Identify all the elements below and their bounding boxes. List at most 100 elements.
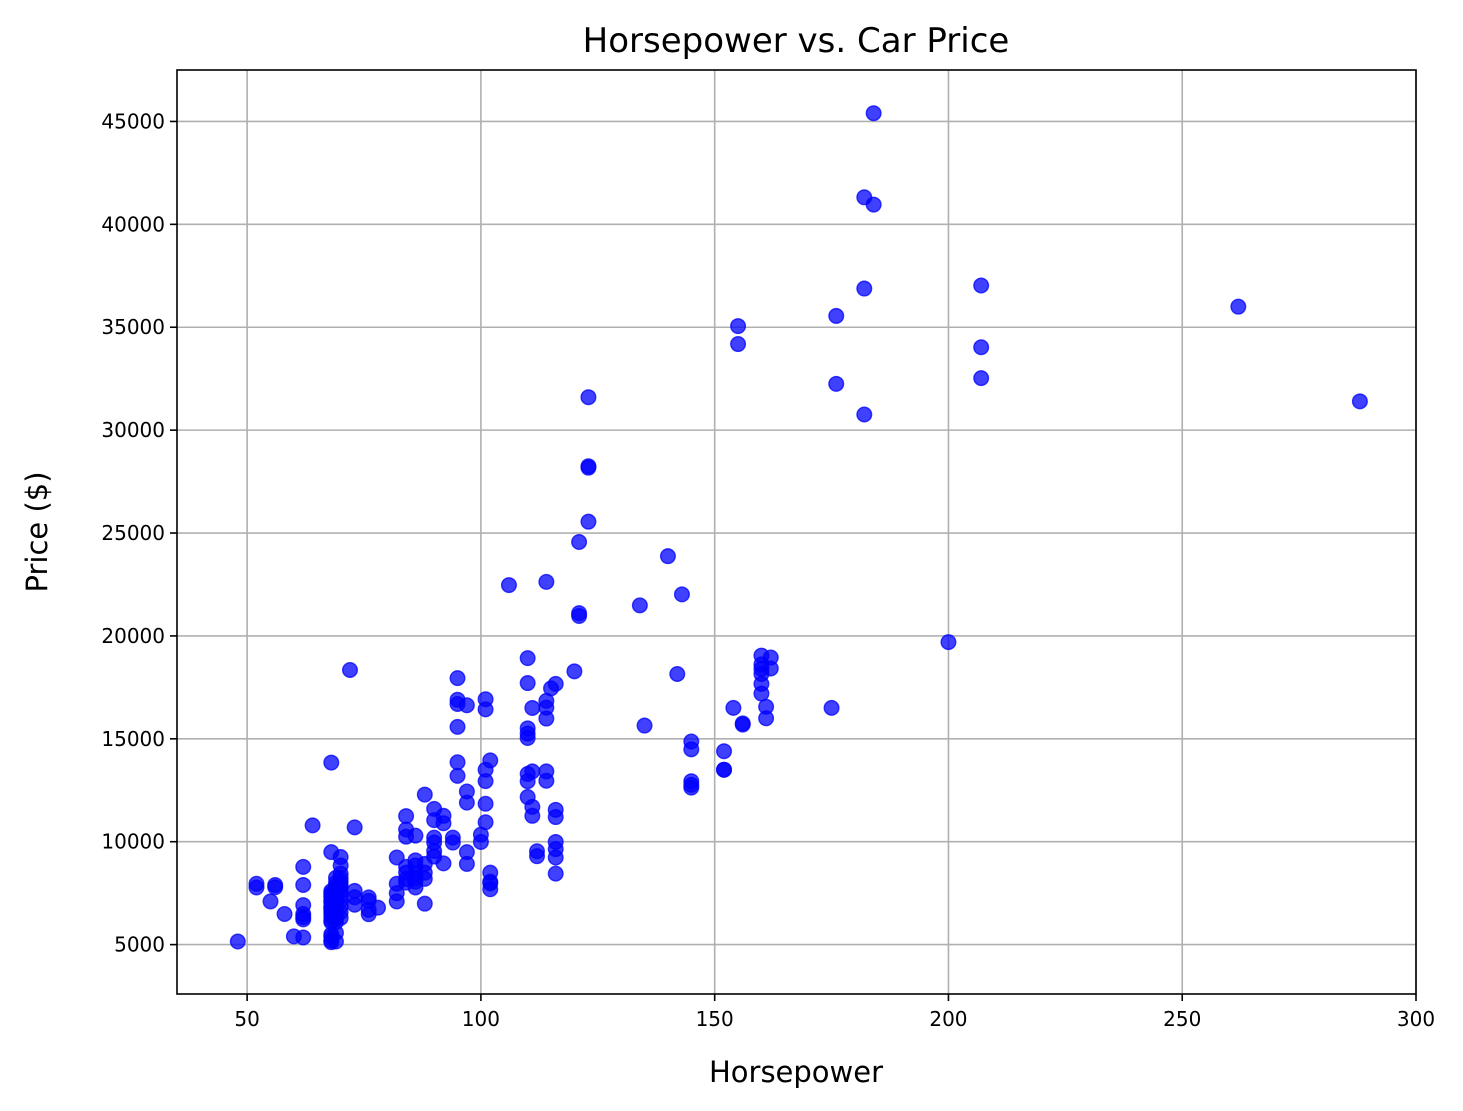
data-point [398,808,415,825]
data-point [725,699,742,716]
data-point [407,827,424,844]
data-point [482,752,499,769]
data-point [416,786,433,803]
y-tick-label: 15000 [101,727,165,751]
data-point [547,833,564,850]
data-point [580,389,597,406]
x-tick-label: 100 [462,1007,500,1031]
data-point [435,807,452,824]
data-point [458,844,475,861]
data-point [940,634,957,651]
data-point [388,849,405,866]
data-point [683,773,700,790]
data-point [823,699,840,716]
data-point [346,819,363,836]
data-point [973,277,990,294]
data-point [458,697,475,714]
data-points [229,105,1368,951]
data-point [477,795,494,812]
data-point [449,670,466,687]
data-point [580,458,597,475]
data-point [730,318,747,335]
data-point [500,577,517,594]
y-axis-label: Price ($) [20,471,54,592]
data-point [458,783,475,800]
data-point [762,649,779,666]
y-tick-label: 35000 [101,315,165,339]
data-point [636,717,653,734]
data-point [449,718,466,735]
data-point [734,715,751,732]
data-point [856,406,873,423]
data-point [683,733,700,750]
data-point [229,933,246,950]
data-point [482,864,499,881]
data-point [547,801,564,818]
data-point [449,754,466,771]
data-point [295,897,312,914]
y-tick-label: 10000 [101,830,165,854]
data-point [538,573,555,590]
data-point [758,698,775,715]
data-point [716,761,733,778]
data-point [716,743,733,760]
y-tick-label: 45000 [101,109,165,133]
data-point [332,848,349,865]
data-point [538,763,555,780]
data-point [529,843,546,860]
data-point [435,855,452,872]
y-axis-ticks: 5000 10000 15000 20000 25000 30000 35000 40000 4… [101,109,177,957]
data-point [571,605,588,622]
data-point [973,370,990,387]
data-point [370,899,387,916]
x-axis-ticks: 50 100 150 200 250 300 [234,994,1435,1031]
plot-area-background [177,70,1416,994]
data-point [865,105,882,122]
data-point [828,307,845,324]
y-tick-label: 25000 [101,521,165,545]
data-point [449,767,466,784]
data-point [295,929,312,946]
data-point [669,665,686,682]
data-point [477,814,494,831]
data-point [426,829,443,846]
y-tick-label: 30000 [101,418,165,442]
data-point [295,858,312,875]
x-tick-label: 200 [929,1007,967,1031]
data-point [524,763,541,780]
data-point [304,817,321,834]
x-axis-label: Horsepower [709,1055,883,1089]
data-point [1351,393,1368,410]
data-point [547,675,564,692]
data-point [360,889,377,906]
data-point [973,339,990,356]
data-point [730,336,747,353]
y-tick-label: 5000 [114,933,165,957]
data-point [323,754,340,771]
y-tick-label: 20000 [101,624,165,648]
data-point [856,280,873,297]
data-point [1230,298,1247,315]
data-point [571,533,588,550]
x-tick-label: 150 [696,1007,734,1031]
data-point [659,548,676,565]
data-point [828,375,845,392]
data-point [248,879,265,896]
chart-title: Horsepower vs. Car Price [583,21,1010,61]
x-tick-label: 250 [1163,1007,1201,1031]
data-point [267,876,284,893]
data-point [524,699,541,716]
data-point [519,675,536,692]
data-point [477,691,494,708]
x-tick-label: 50 [234,1007,259,1031]
data-point [262,893,279,910]
data-point [566,663,583,680]
data-point [346,882,363,899]
data-point [865,196,882,213]
data-point [276,905,293,922]
plot-frame [176,69,1417,995]
data-point [416,895,433,912]
data-point [673,586,690,603]
data-point [631,597,648,614]
